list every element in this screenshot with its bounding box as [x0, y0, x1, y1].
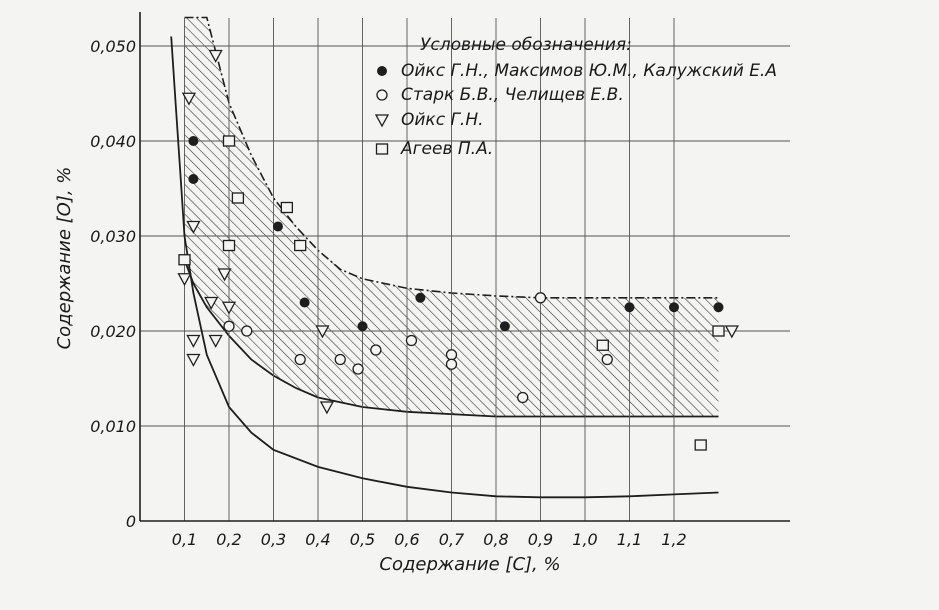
data-point-series-1 [713, 302, 724, 313]
data-point-series-3 [724, 325, 739, 339]
data-point-series-1 [299, 297, 310, 308]
y-axis-title: Содержание [O], % [54, 167, 75, 350]
x-tick-label: 1,0 [572, 530, 597, 549]
legend: Условные обозначения: Ойкс Г.Н., Максимо… [374, 35, 777, 159]
data-point-series-1 [669, 302, 679, 313]
grid-layer [140, 18, 790, 521]
data-point-series-2 [241, 325, 253, 337]
data-point-series-4 [712, 325, 725, 337]
equilibrium-curve [170, 36, 719, 499]
data-point-series-3 [315, 325, 330, 339]
data-points-layer [177, 49, 739, 451]
axes-layer [139, 12, 790, 522]
x-tick-label: 1,2 [661, 530, 686, 549]
data-point-series-3 [217, 268, 232, 282]
data-point-series-1 [188, 136, 199, 146]
data-point-series-4 [280, 201, 294, 214]
legend-marker-open-triangle [374, 114, 390, 128]
data-point-series-3 [181, 92, 197, 106]
x-tick-label: 0,3 [261, 530, 286, 549]
data-point-series-3 [319, 401, 334, 415]
x-tick-label: 0,4 [305, 530, 330, 549]
data-point-series-1 [272, 221, 283, 232]
data-point-series-1 [624, 302, 635, 313]
data-point-series-2 [294, 353, 306, 366]
x-tick-label: 0,2 [216, 530, 241, 549]
x-tick-label: 0,1 [172, 530, 197, 549]
y-tick-label: 0,040 [90, 132, 136, 151]
y-tick-label: 0,030 [90, 227, 136, 246]
data-point-series-4 [178, 254, 191, 266]
x-tick-label: 0,5 [350, 530, 375, 549]
legend-entry-label: Агеев П.А. [400, 139, 493, 159]
y-tick-label: 0,050 [90, 37, 136, 56]
tick-labels-layer: 0,1 0,2 0,3 0,4 0,5 0,6 0,7 0,8 0,9 1,0 1,1 1,2 0 0,0… [90, 37, 687, 549]
legend-title: Условные обозначения: [420, 35, 632, 55]
legend-marker-open-square [375, 143, 389, 155]
x-axis-title: Содержание [C], % [379, 554, 560, 575]
data-point-series-3 [186, 334, 201, 348]
legend-marker-filled-circle [377, 66, 387, 76]
envelope-upper-boundary [184, 16, 719, 299]
envelope-lower-boundary [183, 259, 719, 418]
data-point-series-2 [445, 358, 458, 370]
legend-entry-label: Старк Б.В., Челищев Е.В. [401, 85, 624, 105]
x-tick-label: 0,8 [483, 530, 508, 549]
legend-entry-label: Ойкс Г.Н. [401, 110, 484, 130]
data-point-series-3 [186, 220, 201, 234]
legend-marker-open-circle [376, 89, 388, 101]
data-point-series-3 [208, 49, 223, 63]
data-point-series-2 [370, 344, 382, 356]
data-point-series-4 [596, 339, 609, 351]
equilibrium-curve-layer [170, 36, 719, 499]
x-tick-label: 0,9 [528, 530, 553, 549]
data-point-series-4 [694, 439, 707, 451]
data-point-series-4 [231, 192, 245, 204]
data-point-series-2 [223, 320, 235, 332]
x-tick-label: 1,1 [617, 530, 642, 549]
data-point-series-3 [208, 334, 223, 348]
data-point-series-1 [499, 321, 510, 332]
data-point-series-4 [222, 239, 236, 252]
data-point-series-2 [517, 391, 529, 404]
x-tick-label: 0,7 [439, 530, 465, 549]
data-point-series-3 [186, 353, 201, 367]
data-point-series-4 [222, 135, 236, 147]
data-point-series-2 [334, 353, 346, 366]
data-point-series-1 [357, 321, 368, 332]
data-point-series-1 [188, 174, 199, 184]
data-point-series-3 [204, 296, 219, 310]
y-tick-label: 0,010 [90, 417, 136, 436]
data-point-series-2 [601, 353, 613, 366]
y-tick-label: 0 [126, 512, 136, 531]
data-point-series-3 [177, 273, 192, 287]
data-point-series-4 [294, 239, 307, 252]
legend-entry-label: Ойкс Г.Н., Максимов Ю.М., Калужский Е.А [401, 61, 777, 81]
data-point-series-1 [415, 292, 426, 303]
data-point-series-3 [221, 301, 237, 315]
data-point-series-2 [352, 363, 364, 375]
data-point-series-2 [445, 349, 458, 361]
x-tick-label: 0,6 [394, 530, 419, 549]
y-tick-label: 0,020 [90, 322, 136, 341]
data-point-series-2 [405, 334, 418, 347]
data-point-series-2 [534, 292, 547, 304]
